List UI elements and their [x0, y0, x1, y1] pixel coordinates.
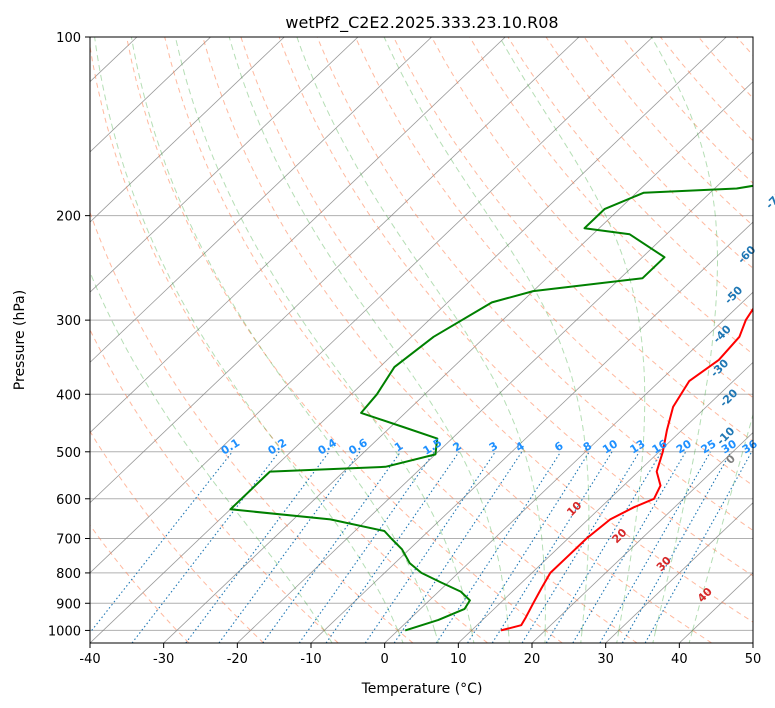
- isotherm-line: [90, 37, 285, 223]
- mixing-ratio-line: [467, 451, 590, 643]
- x-tick-label: 10: [450, 652, 467, 667]
- moist-adiabat-line: [688, 412, 753, 643]
- x-axis-label: Temperature (°C): [361, 681, 483, 697]
- moist-adiabat-line: [174, 37, 475, 643]
- profile-series: [229, 184, 753, 632]
- mixing-ratio-line: [90, 451, 233, 634]
- isotherm-line: [458, 361, 753, 643]
- dry-adiabat-line: [354, 37, 753, 487]
- plot-frame: [89, 36, 754, 644]
- dry-adiabat-line: [90, 43, 488, 643]
- mixing-ratio-line: [572, 451, 687, 643]
- isotherm-line: [90, 37, 727, 643]
- y-tick-label: 1000: [48, 624, 81, 639]
- dry-adiabat-line: [202, 37, 712, 643]
- y-axis-label: Pressure (hPa): [12, 290, 28, 390]
- profile-line: [229, 184, 753, 632]
- dry-adiabat-line: [393, 37, 753, 442]
- mixing-ratio-line: [298, 451, 435, 643]
- x-tick-label: 30: [597, 652, 614, 667]
- mixing-ratio-line: [491, 451, 613, 643]
- moist-adiabat-line: [499, 37, 646, 643]
- isotherm-line: [90, 37, 432, 363]
- moist-adiabat-line: [90, 271, 333, 643]
- dry-adiabat-line: [164, 37, 638, 643]
- isotherm-line: [90, 37, 580, 504]
- axes: -40 -30 -20 -10 0 10 20 30 40 50 100 200 300 400 500 60…: [48, 31, 761, 667]
- x-tick-label: 20: [524, 652, 541, 667]
- isotherm-line: [531, 431, 753, 643]
- isotherm-line: [90, 37, 506, 434]
- dry-adiabat-line: [316, 37, 753, 531]
- y-tick-label: 400: [56, 388, 81, 403]
- chart-title: wetPf2_C2E2.2025.333.23.10.R08: [285, 13, 558, 33]
- moist-adiabat-line: [228, 37, 510, 643]
- y-tick-label: 700: [56, 533, 81, 548]
- mixing-ratio-line: [644, 451, 753, 643]
- x-tick-label: 50: [745, 652, 762, 667]
- x-tick-label: -30: [153, 652, 174, 667]
- y-tick-label: 200: [56, 210, 81, 225]
- isotherm-line: [90, 37, 211, 153]
- y-tick-label: 500: [56, 446, 81, 461]
- mixing-ratio-line: [521, 451, 640, 643]
- dry-adiabats: [90, 37, 753, 643]
- skewed-isotherms: [90, 37, 753, 643]
- mixing-ratio-line: [621, 451, 732, 643]
- x-tick-label: -40: [79, 652, 100, 667]
- mixing-ratio-lines: [90, 451, 753, 643]
- x-tick-label: 0: [381, 652, 389, 667]
- isotherm-line: [237, 151, 753, 643]
- mixing-ratio-line: [262, 451, 402, 643]
- x-tick-label: -10: [300, 652, 321, 667]
- moist-adiabat-line: [383, 37, 590, 643]
- dry-adiabat-line: [90, 524, 190, 643]
- x-tick-label: -20: [227, 652, 248, 667]
- profile-line: [500, 307, 753, 632]
- moist-adiabat-line: [130, 37, 439, 643]
- pressure-gridlines: [90, 37, 753, 631]
- y-tick-label: 900: [56, 597, 81, 612]
- moist-adiabat-line: [650, 37, 719, 643]
- mixing-ratio-line: [364, 451, 496, 643]
- y-tick-label: 300: [56, 314, 81, 329]
- dry-adiabat-line: [507, 37, 753, 312]
- mixing-ratio-line: [545, 451, 662, 643]
- mixing-ratio-line: [599, 451, 711, 643]
- mixing-ratio-line: [325, 451, 460, 643]
- isotherm-line: [384, 291, 753, 643]
- y-tick-label: 100: [56, 31, 81, 46]
- dry-adiabat-line: [90, 210, 414, 643]
- y-tick-label: 800: [56, 567, 81, 582]
- moist-adiabat-line: [296, 37, 546, 643]
- isotherm-line: [163, 81, 753, 643]
- theta-label: -70: [763, 188, 775, 211]
- mixing-ratio-line: [131, 451, 280, 643]
- moist-adiabats: [90, 37, 753, 643]
- x-tick-label: 40: [671, 652, 688, 667]
- isotherm-line: [605, 502, 753, 643]
- isotherm-line: [90, 37, 653, 574]
- moist-adiabat-line: [94, 37, 404, 643]
- isotherm-line: [90, 37, 359, 293]
- y-tick-label: 600: [56, 493, 81, 508]
